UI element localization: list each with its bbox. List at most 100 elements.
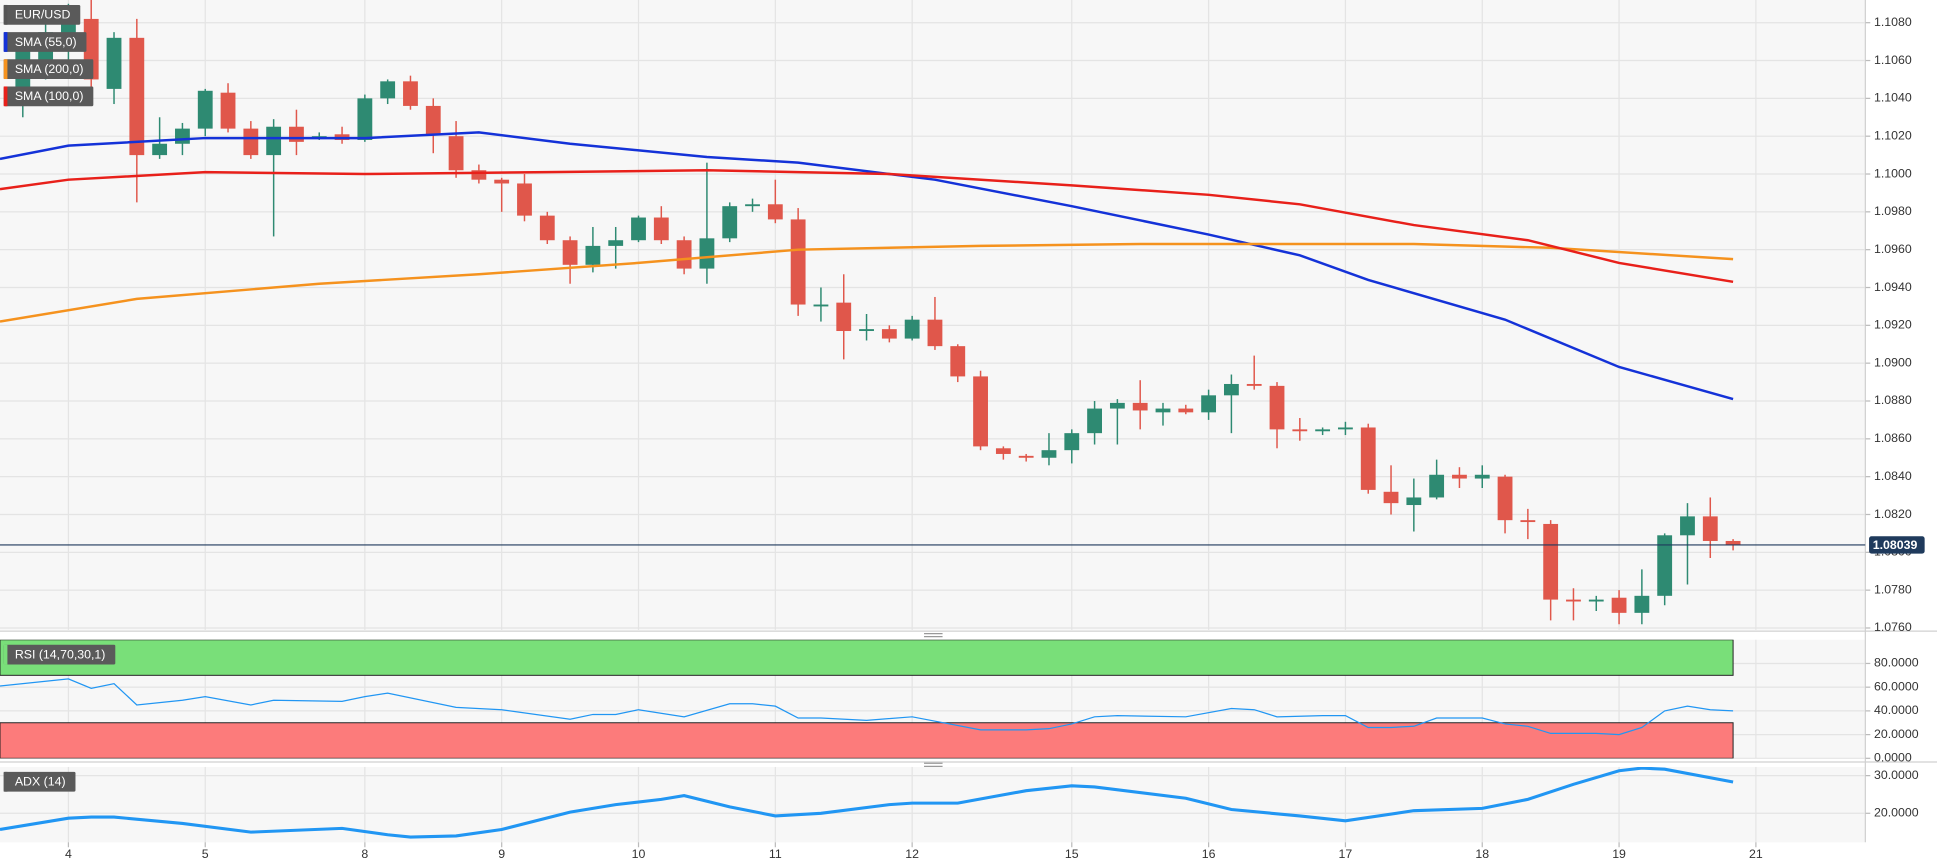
y-tick-label: 1.0840 bbox=[1874, 469, 1912, 483]
candle-body bbox=[106, 37, 122, 89]
y-tick-label: 1.0860 bbox=[1874, 431, 1912, 445]
overbought-band bbox=[0, 639, 1734, 676]
x-tick-label: 21 bbox=[1749, 847, 1763, 861]
candle-body bbox=[859, 329, 874, 332]
x-tick-label: 11 bbox=[769, 847, 782, 861]
candle-body bbox=[1657, 535, 1673, 596]
candle-body bbox=[1634, 595, 1650, 613]
candle-body bbox=[1702, 516, 1718, 541]
y-tick-label: 30.0000 bbox=[1874, 768, 1919, 782]
x-tick-label: 19 bbox=[1612, 847, 1626, 861]
candle-body bbox=[175, 128, 190, 144]
legend-box bbox=[3, 86, 94, 107]
candle-body bbox=[380, 81, 396, 99]
candle-body bbox=[1566, 599, 1581, 602]
legend-item: EUR/USD bbox=[3, 4, 81, 25]
legend-label: EUR/USD bbox=[15, 8, 71, 22]
y-tick-label: 1.0920 bbox=[1874, 318, 1912, 332]
candle-body bbox=[608, 240, 624, 246]
candle-body bbox=[1201, 395, 1217, 413]
candle-body bbox=[1155, 408, 1171, 413]
candle-body bbox=[1452, 474, 1467, 479]
candle-body bbox=[995, 448, 1011, 454]
y-tick-label: 1.0940 bbox=[1874, 280, 1912, 294]
candle-body bbox=[1132, 402, 1148, 411]
candle-body bbox=[266, 126, 282, 156]
candle-body bbox=[243, 128, 259, 156]
candle-body bbox=[973, 376, 988, 447]
candle-body bbox=[517, 183, 532, 216]
candle-body bbox=[1087, 408, 1102, 434]
candle-body bbox=[1292, 429, 1308, 432]
x-tick-label: 12 bbox=[905, 847, 919, 861]
y-tick-label: 1.0980 bbox=[1874, 204, 1912, 218]
x-tick-label: 17 bbox=[1339, 847, 1353, 861]
legend-item: RSI (14,70,30,1) bbox=[3, 644, 116, 665]
legend-swatch bbox=[3, 4, 8, 25]
legend-box bbox=[3, 4, 81, 25]
legend-swatch bbox=[3, 32, 8, 52]
candle-body bbox=[790, 219, 806, 305]
candle-body bbox=[1406, 497, 1422, 506]
candle-body bbox=[881, 329, 897, 339]
legend-item: SMA (200,0) bbox=[3, 59, 94, 80]
y-tick-label: 1.0880 bbox=[1874, 393, 1912, 407]
legend-swatch bbox=[3, 771, 8, 792]
legend-item: SMA (55,0) bbox=[3, 32, 87, 52]
indicator-line bbox=[0, 766, 1734, 839]
legend-label: SMA (200,0) bbox=[15, 62, 84, 76]
candle-body bbox=[403, 81, 418, 106]
candle-body bbox=[152, 143, 168, 156]
y-tick-label: 60.0000 bbox=[1874, 679, 1919, 693]
legend-label: SMA (55,0) bbox=[15, 35, 77, 49]
candle-body bbox=[1543, 523, 1559, 600]
y-tick-label: 1.1020 bbox=[1874, 128, 1912, 142]
candle-body bbox=[220, 92, 236, 129]
candle-body bbox=[813, 304, 829, 307]
y-tick-label: 40.0000 bbox=[1874, 703, 1919, 717]
indicator-line bbox=[0, 131, 1734, 401]
indicator-line bbox=[0, 169, 1734, 284]
y-tick-label: 0.0000 bbox=[1874, 751, 1912, 765]
y-tick-label: 1.0900 bbox=[1874, 355, 1912, 369]
legend-item: ADX (14) bbox=[3, 771, 76, 792]
candle-body bbox=[653, 217, 669, 241]
y-tick-label: 1.0780 bbox=[1874, 582, 1912, 596]
indicator-line bbox=[0, 242, 1734, 323]
candle-body bbox=[1269, 385, 1285, 430]
legend-swatch bbox=[3, 86, 8, 107]
candle-body bbox=[425, 105, 441, 135]
candle-body bbox=[950, 346, 966, 377]
candle-body bbox=[289, 126, 304, 142]
candle-body bbox=[1223, 383, 1239, 396]
candle-body bbox=[1178, 408, 1194, 413]
panel-marks bbox=[0, 639, 1734, 759]
x-tick-label: 18 bbox=[1475, 847, 1489, 861]
candle-body bbox=[631, 217, 646, 241]
candle-body bbox=[722, 206, 738, 239]
candle-body bbox=[1588, 599, 1604, 602]
candle-body bbox=[197, 90, 213, 129]
candle-body bbox=[1246, 383, 1262, 386]
candle-body bbox=[562, 240, 578, 265]
legend-box bbox=[3, 32, 87, 52]
candle-body bbox=[1041, 450, 1057, 458]
candle-body bbox=[129, 37, 145, 156]
legend-box bbox=[3, 771, 76, 792]
candle-body bbox=[1064, 433, 1080, 451]
candle-body bbox=[1315, 429, 1331, 432]
legend-swatch bbox=[3, 59, 8, 80]
candle-body bbox=[1338, 427, 1353, 430]
price-panel bbox=[0, 0, 1865, 630]
candle-body bbox=[927, 319, 943, 347]
last-price-label: 1.08039 bbox=[1873, 538, 1918, 552]
panel-marks bbox=[0, 766, 1734, 839]
candle-body bbox=[1018, 455, 1034, 458]
candle-body bbox=[448, 136, 464, 171]
y-tick-label: 1.1060 bbox=[1874, 53, 1912, 67]
y-tick-label: 1.0820 bbox=[1874, 507, 1912, 521]
x-tick-label: 5 bbox=[202, 847, 209, 861]
candle-body bbox=[1725, 540, 1741, 545]
y-tick-label: 1.1000 bbox=[1874, 166, 1912, 180]
